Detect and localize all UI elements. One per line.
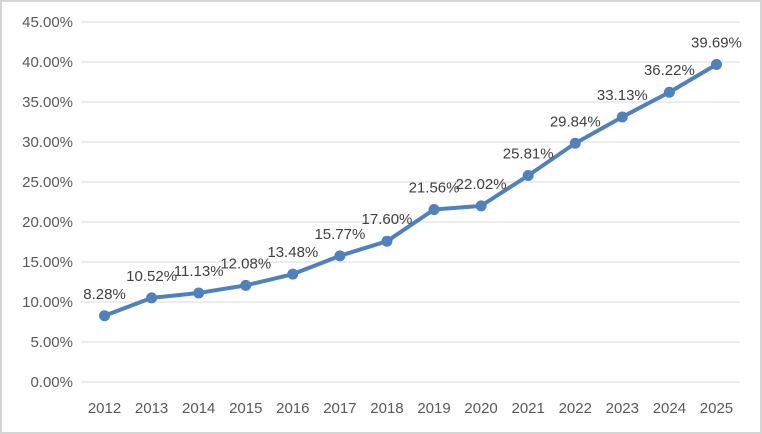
data-label-2012: 8.28% <box>83 286 126 303</box>
x-axis-tick-label: 2025 <box>700 400 733 417</box>
y-axis-tick-label: 30.00% <box>22 134 73 151</box>
data-point-2018 <box>381 235 393 247</box>
data-point-2012 <box>99 310 111 322</box>
data-point-2021 <box>522 170 534 182</box>
data-point-2022 <box>569 137 581 149</box>
data-label-2015: 12.08% <box>220 255 271 272</box>
x-axis-tick-label: 2018 <box>370 400 403 417</box>
x-axis-tick-label: 2020 <box>464 400 497 417</box>
data-point-2013 <box>146 292 158 304</box>
data-label-2020: 22.02% <box>456 176 507 193</box>
x-axis-tick-label: 2021 <box>511 400 544 417</box>
data-label-2013: 10.52% <box>126 268 177 285</box>
data-label-2018: 17.60% <box>362 211 413 228</box>
y-axis-tick-label: 25.00% <box>22 174 73 191</box>
data-label-2022: 29.84% <box>550 113 601 130</box>
data-point-2016 <box>287 268 299 280</box>
x-axis-tick-label: 2014 <box>182 400 215 417</box>
data-label-2025: 39.69% <box>691 34 742 51</box>
data-label-2014: 11.13% <box>174 263 224 280</box>
x-axis-tick-label: 2012 <box>88 400 121 417</box>
y-axis-tick-label: 45.00% <box>22 14 73 31</box>
data-label-2024: 36.22% <box>644 62 695 79</box>
x-axis-tick-label: 2024 <box>653 400 686 417</box>
x-axis-tick-label: 2013 <box>135 400 168 417</box>
data-point-2014 <box>193 287 205 299</box>
data-point-2025 <box>710 58 722 70</box>
data-point-2019 <box>428 204 440 216</box>
data-point-2023 <box>616 111 628 123</box>
data-point-2015 <box>240 279 252 291</box>
data-point-2017 <box>334 250 346 262</box>
data-point-2020 <box>475 200 487 212</box>
data-point-2024 <box>663 86 675 98</box>
x-axis-tick-label: 2016 <box>276 400 309 417</box>
x-axis-tick-label: 2015 <box>229 400 262 417</box>
y-axis-tick-label: 10.00% <box>22 294 73 311</box>
y-axis-tick-label: 5.00% <box>30 334 73 351</box>
data-label-2019: 21.56% <box>409 180 460 197</box>
y-axis-tick-label: 20.00% <box>22 214 73 231</box>
data-label-2023: 33.13% <box>597 87 648 104</box>
y-axis-tick-label: 40.00% <box>22 54 73 71</box>
x-axis-tick-label: 2017 <box>323 400 356 417</box>
data-label-2021: 25.81% <box>503 146 554 163</box>
y-axis-tick-label: 35.00% <box>22 94 73 111</box>
series-line <box>102 62 719 318</box>
x-axis-tick-label: 2022 <box>559 400 592 417</box>
y-axis-tick-label: 15.00% <box>22 254 73 271</box>
data-label-2017: 15.77% <box>314 226 365 243</box>
x-axis-tick-label: 2023 <box>606 400 639 417</box>
data-label-2016: 13.48% <box>267 244 318 261</box>
x-axis-tick-label: 2019 <box>417 400 450 417</box>
y-axis-tick-label: 0.00% <box>30 374 73 391</box>
